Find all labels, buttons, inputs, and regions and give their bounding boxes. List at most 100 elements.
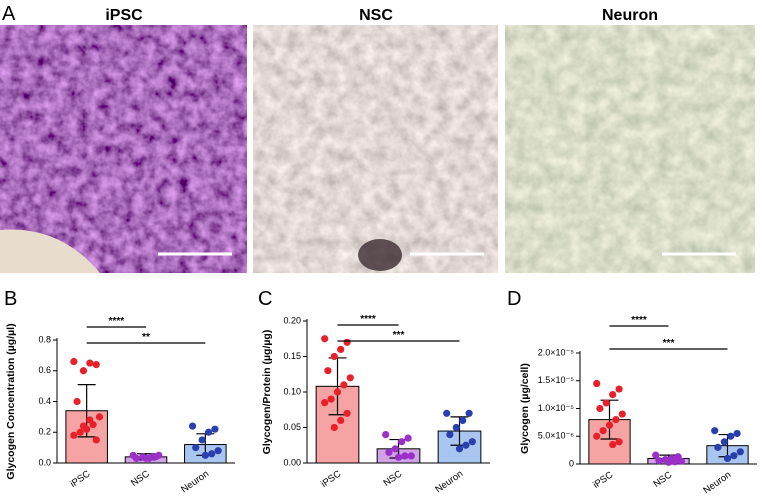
data-point — [192, 444, 200, 452]
y-axis-label: Glycogen (µg/cell) — [519, 363, 531, 454]
data-point — [612, 416, 620, 424]
empty-area — [0, 229, 100, 273]
data-point — [92, 361, 100, 369]
data-point — [398, 438, 406, 446]
data-point — [407, 452, 415, 460]
data-point — [201, 451, 209, 459]
data-point — [671, 458, 679, 466]
data-point — [92, 436, 100, 444]
image-label: Neuron — [602, 7, 658, 24]
cell-cluster — [358, 239, 402, 271]
panel-letter: A — [2, 3, 16, 25]
data-point — [79, 367, 88, 375]
data-point — [155, 451, 163, 459]
data-point — [720, 438, 728, 446]
y-tick-label: 0 — [569, 458, 574, 468]
image-label: iPSC — [105, 7, 143, 24]
data-point — [730, 452, 738, 460]
data-point — [714, 443, 722, 451]
y-tick-label: 0.20 — [283, 315, 301, 325]
data-point — [204, 428, 213, 436]
data-point — [330, 423, 338, 432]
y-tick-label: 0.10 — [283, 386, 301, 396]
significance-label: ** — [142, 332, 150, 343]
data-point — [337, 416, 345, 424]
data-point — [333, 388, 342, 396]
y-tick-label: 1.0×10⁻⁵ — [538, 403, 575, 413]
data-point — [70, 431, 78, 439]
significance-label: **** — [360, 314, 376, 325]
y-tick-label: 0.6 — [38, 365, 51, 375]
data-point — [394, 453, 403, 461]
x-tick-label: Neuron — [701, 469, 733, 496]
data-point — [86, 416, 94, 424]
x-tick-label: iPSC — [68, 468, 92, 490]
data-point — [723, 454, 732, 463]
data-point — [401, 452, 409, 460]
data-point — [79, 422, 88, 430]
data-point — [468, 438, 476, 446]
data-point — [148, 453, 156, 461]
data-point — [605, 421, 614, 429]
data-point — [711, 427, 719, 435]
data-point — [337, 345, 345, 353]
y-tick-label: 0.2 — [38, 427, 51, 437]
y-tick-label: 0.0 — [38, 457, 51, 467]
x-tick-label: iPSC — [591, 469, 615, 491]
data-point — [391, 445, 399, 453]
data-point — [465, 409, 473, 417]
data-point — [652, 451, 660, 459]
data-point — [327, 395, 335, 403]
micrograph — [505, 25, 755, 273]
data-point — [593, 432, 601, 440]
data-point — [340, 381, 348, 389]
data-point — [462, 441, 470, 449]
y-tick-label: 2.0×10⁻⁵ — [538, 347, 575, 357]
x-tick-label: Neuron — [179, 468, 211, 495]
data-point — [343, 409, 351, 417]
micrograph-texture — [505, 25, 755, 273]
data-point — [609, 440, 617, 449]
data-point — [321, 399, 329, 407]
data-point — [677, 457, 685, 465]
data-point — [655, 457, 663, 465]
x-tick-label: NSC — [129, 468, 152, 489]
data-point — [198, 436, 206, 444]
data-point — [321, 335, 329, 343]
x-tick-label: NSC — [651, 469, 674, 490]
data-point — [70, 357, 78, 366]
data-point — [132, 454, 140, 462]
data-point — [733, 429, 741, 438]
micrograph-texture — [253, 25, 498, 273]
data-point — [385, 448, 393, 456]
data-point — [95, 413, 104, 421]
data-point — [727, 432, 735, 440]
data-point — [330, 352, 338, 361]
data-point — [593, 379, 601, 388]
micrograph — [253, 25, 498, 273]
data-point — [596, 404, 604, 413]
y-tick-label: 0.15 — [283, 351, 301, 361]
y-tick-label: 0.05 — [283, 422, 301, 432]
x-tick-label: iPSC — [319, 468, 343, 490]
data-point — [599, 427, 607, 435]
data-point — [188, 422, 197, 430]
x-tick-label: NSC — [381, 468, 404, 489]
data-point — [324, 367, 332, 375]
y-tick-label: 1.5×10⁻⁵ — [538, 375, 575, 385]
panel-letter: C — [258, 288, 272, 310]
data-point — [455, 445, 464, 453]
data-point — [404, 434, 412, 442]
data-point — [211, 425, 219, 433]
y-axis-label: Glycogen/Protein (µg/µg) — [261, 330, 273, 455]
data-point — [443, 409, 451, 417]
micrograph — [0, 25, 247, 273]
y-tick-label: 0.00 — [283, 457, 301, 467]
data-point — [346, 374, 354, 382]
data-point — [452, 423, 460, 432]
data-point — [618, 410, 626, 418]
panel-letter: D — [507, 288, 521, 310]
data-point — [382, 431, 390, 439]
data-point — [208, 450, 216, 458]
